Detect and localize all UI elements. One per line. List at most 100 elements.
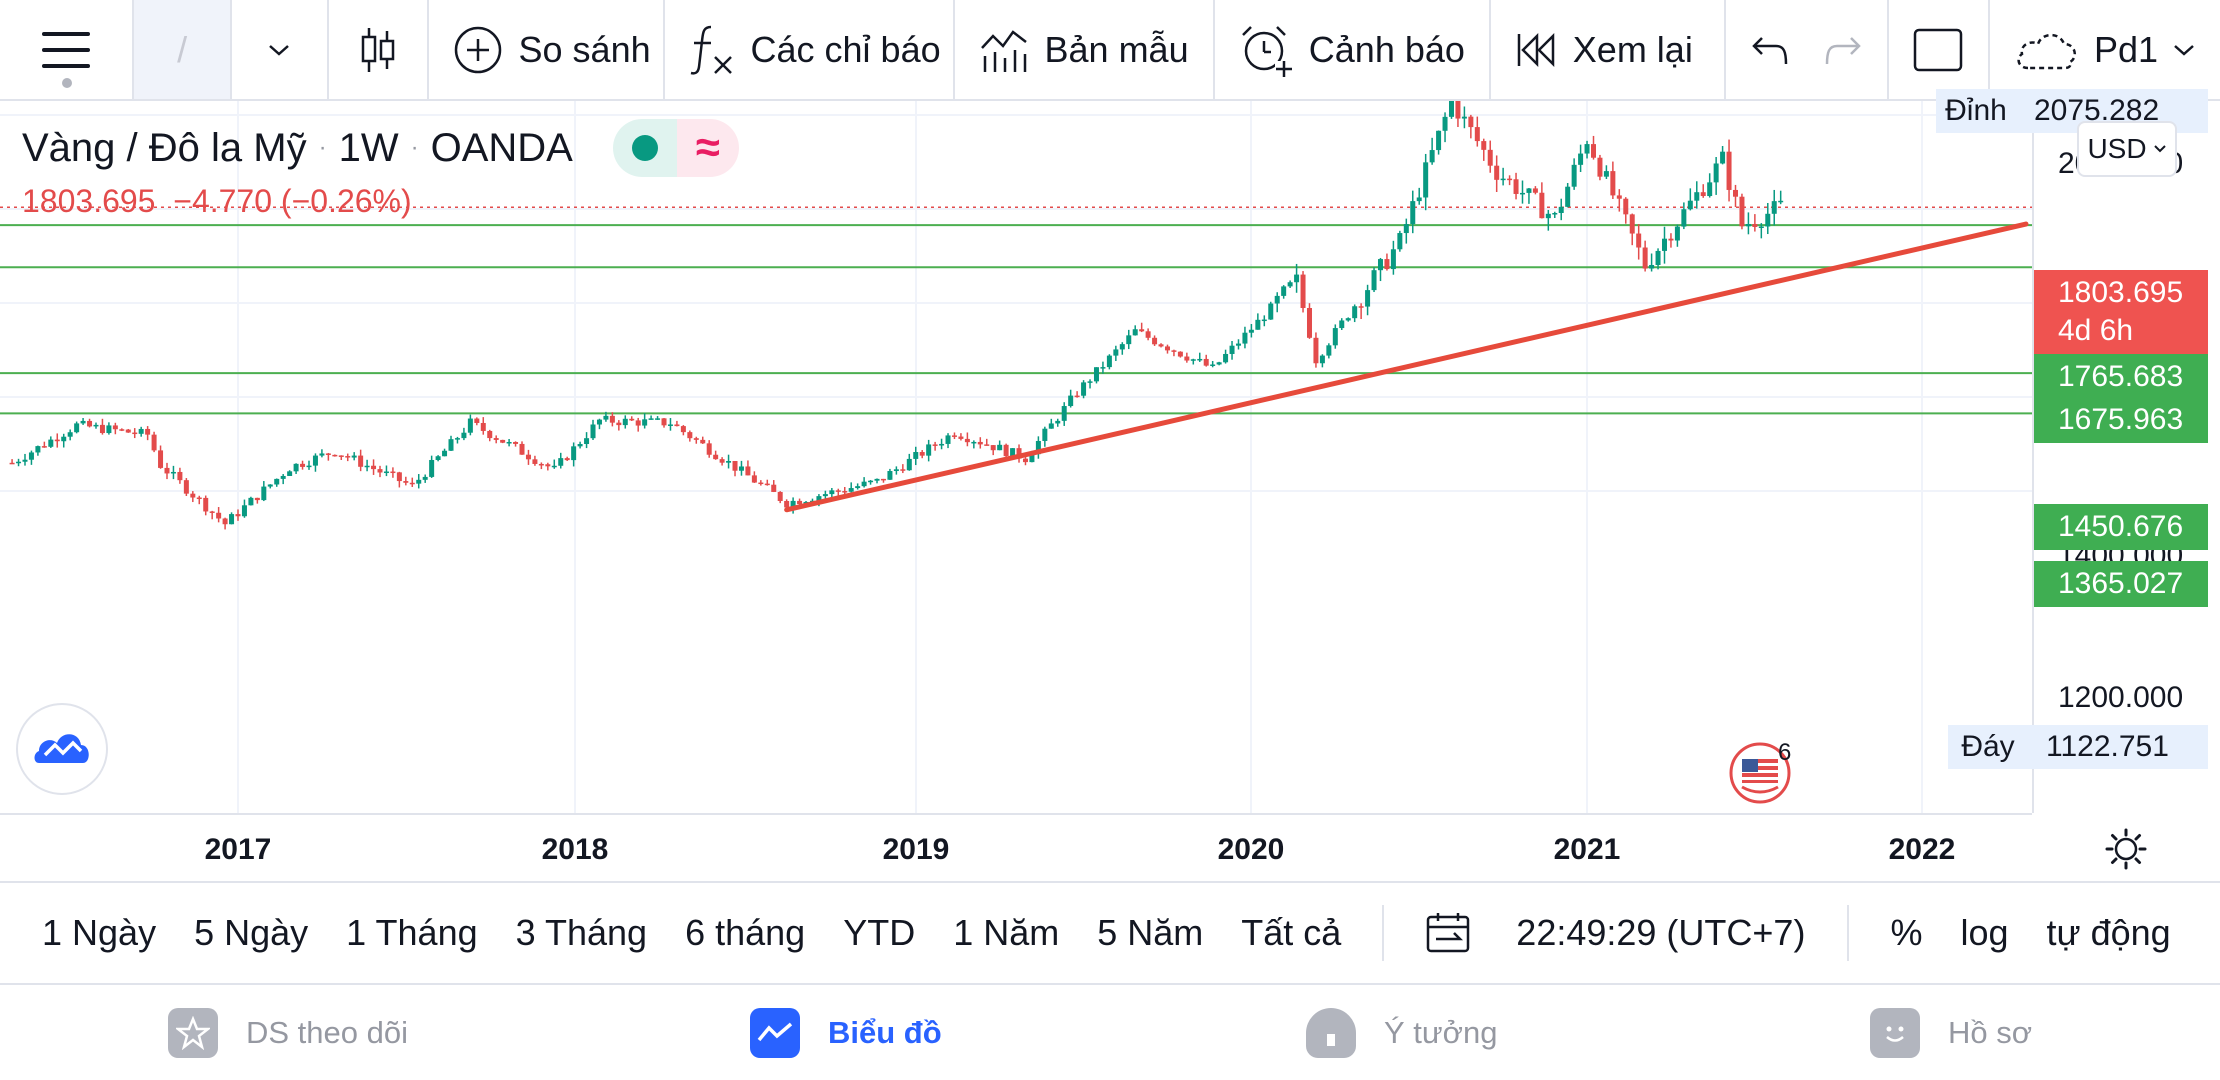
- percent-scale-toggle[interactable]: %: [1890, 912, 1923, 953]
- candle-body: [1442, 116, 1448, 131]
- chart-settings-gear-icon[interactable]: [2104, 827, 2148, 871]
- candle-body: [93, 424, 99, 427]
- alerts-button[interactable]: Cảnh báo: [1215, 0, 1491, 99]
- nav-profile[interactable]: Hồ sơ: [1870, 1007, 2032, 1058]
- range-5d[interactable]: 5 Ngày: [194, 912, 309, 953]
- bottom-navigation: DS theo dõi Biểu đồ Ý tưởng Hồ sơ: [0, 985, 2220, 1080]
- undo-icon[interactable]: [1750, 34, 1790, 66]
- candle-body: [848, 488, 854, 492]
- candle-body: [977, 441, 983, 445]
- range-1y[interactable]: 1 Năm: [953, 912, 1060, 953]
- candle-body: [745, 466, 751, 476]
- candle-body: [183, 480, 189, 494]
- chart-area[interactable]: Vàng / Đô la Mỹ · 1W · OANDA ≈ 1803.695 …: [0, 89, 2220, 881]
- nav-watchlist[interactable]: DS theo dõi: [168, 1007, 408, 1058]
- range-1d[interactable]: 1 Ngày: [42, 912, 157, 953]
- range-6m[interactable]: 6 tháng: [685, 912, 806, 953]
- chart-type-button[interactable]: [329, 0, 429, 99]
- candle-body: [1526, 188, 1532, 193]
- candle-body: [1448, 101, 1454, 117]
- candle-body: [777, 491, 783, 501]
- fullscreen-button[interactable]: [1889, 0, 1990, 99]
- current-price-tag: 1803.695 4d 6h: [2034, 270, 2208, 354]
- candle-body: [28, 452, 34, 460]
- candle-body: [1119, 344, 1125, 350]
- candle-body: [1558, 206, 1564, 214]
- legend-separator: ·: [410, 134, 419, 161]
- candle-body: [1055, 420, 1061, 424]
- candle-body: [596, 419, 602, 425]
- candle-body: [1636, 233, 1642, 248]
- range-ytd[interactable]: YTD: [843, 912, 916, 953]
- year-label: 2022: [1888, 833, 1956, 866]
- candle-body: [287, 471, 293, 476]
- symbol-name[interactable]: Vàng / Đô la Mỹ: [22, 125, 307, 170]
- economic-event-flag-icon[interactable]: [1728, 741, 1792, 805]
- low-value: 1122.751: [2046, 730, 2169, 763]
- high-marker: Đỉnh 2075.282: [1936, 89, 2208, 133]
- indicators-button[interactable]: Các chỉ báo: [665, 0, 955, 99]
- range-3m[interactable]: 3 Tháng: [515, 912, 648, 953]
- candle-body: [448, 439, 454, 451]
- lightbulb-icon: [1306, 1007, 1356, 1058]
- range-1m[interactable]: 1 Tháng: [346, 912, 478, 953]
- candle-body: [1171, 350, 1177, 352]
- candle-body: [784, 500, 790, 508]
- templates-button[interactable]: Bản mẫu: [955, 0, 1215, 99]
- candle-body: [1384, 259, 1390, 270]
- time-axis[interactable]: 2017 2018 2019 2020 2021 2022: [0, 813, 2032, 881]
- trendline: [784, 221, 2029, 513]
- candle-body: [1255, 319, 1261, 330]
- candle-body: [1016, 448, 1022, 459]
- candle-body: [1294, 274, 1300, 283]
- candle-body: [984, 444, 990, 446]
- go-to-date-icon[interactable]: [1424, 911, 1472, 955]
- layout-button[interactable]: Pd1: [1990, 0, 2220, 99]
- candle-body: [274, 478, 280, 485]
- auto-scale-toggle[interactable]: tự động: [2046, 912, 2171, 953]
- log-scale-toggle[interactable]: log: [1960, 912, 2009, 953]
- candle-body: [403, 481, 409, 483]
- candle-body: [241, 505, 247, 517]
- candle-body: [964, 438, 970, 443]
- high-label: Đỉnh: [1945, 94, 2007, 127]
- nav-ideas[interactable]: Ý tưởng: [1306, 1007, 1497, 1058]
- candle-body: [1455, 101, 1461, 119]
- currency-button[interactable]: USD: [2077, 121, 2177, 177]
- candle-body: [74, 423, 80, 433]
- candle-body: [1668, 238, 1674, 241]
- candle-body: [1681, 209, 1687, 227]
- candle-body: [461, 432, 467, 439]
- data-delay-badge[interactable]: ≈: [676, 119, 739, 177]
- interval-dropdown[interactable]: [232, 0, 330, 99]
- market-status-badge[interactable]: [612, 119, 677, 177]
- replay-button[interactable]: Xem lại: [1491, 0, 1726, 99]
- candle-body: [371, 465, 377, 470]
- candle-body: [1410, 201, 1416, 225]
- candle-body: [1197, 358, 1203, 361]
- price-chart[interactable]: [0, 101, 2220, 813]
- candle-body: [629, 418, 635, 421]
- nav-chart[interactable]: Biểu đồ: [750, 1007, 942, 1058]
- candle-body: [1507, 178, 1513, 181]
- range-all[interactable]: Tất cả: [1241, 912, 1342, 953]
- candle-body: [564, 458, 570, 461]
- tradingview-logo-button[interactable]: [16, 703, 108, 795]
- compare-button[interactable]: So sánh: [429, 0, 665, 99]
- candle-body: [1126, 335, 1132, 345]
- candle-body: [209, 511, 215, 513]
- candle-body: [958, 436, 964, 439]
- candle-body: [138, 428, 144, 434]
- approx-icon: ≈: [695, 123, 720, 172]
- candle-body: [145, 428, 151, 435]
- menu-button[interactable]: [0, 0, 135, 99]
- range-5y[interactable]: 5 Năm: [1097, 912, 1204, 953]
- candle-body: [771, 484, 777, 492]
- candle-body: [822, 494, 828, 497]
- redo-icon[interactable]: [1823, 34, 1863, 66]
- candle-body: [900, 469, 906, 471]
- symbol-search[interactable]: /: [134, 0, 232, 99]
- clock-timezone[interactable]: 22:49:29 (UTC+7): [1516, 912, 1806, 953]
- candle-body: [1513, 179, 1519, 194]
- year-label: 2021: [1553, 833, 1621, 866]
